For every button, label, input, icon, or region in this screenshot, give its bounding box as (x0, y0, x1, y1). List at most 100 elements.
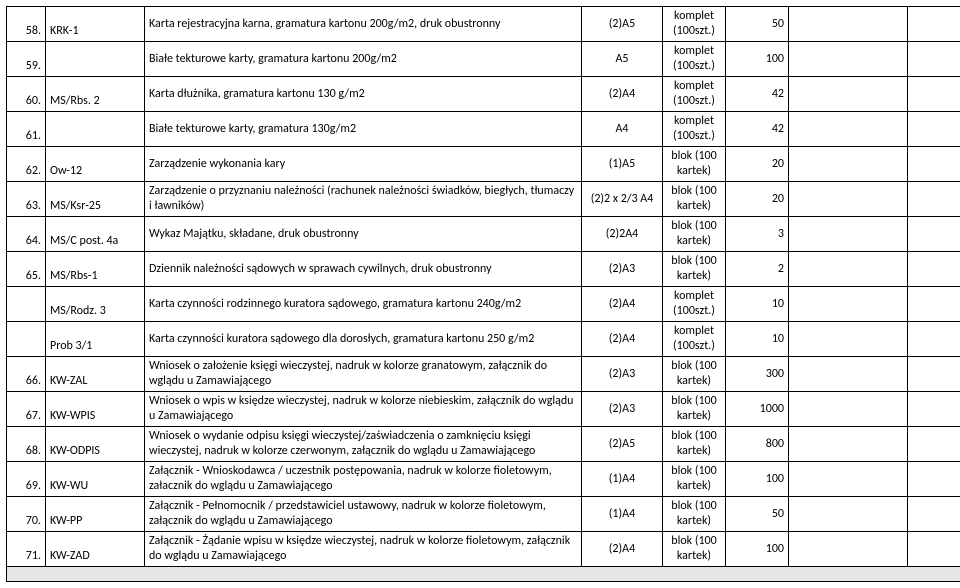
cell-code: KW-ZAD (46, 532, 145, 567)
cell-description: Białe tekturowe karty, gramatura kartonu… (145, 42, 582, 77)
cell-number: 71. (7, 532, 46, 567)
cell-unit: blok (100 kartek) (663, 147, 726, 182)
table-row: 63.MS/Ksr-25Zarządzenie o przyznaniu nal… (7, 182, 960, 217)
cell-quantity: 42 (726, 112, 789, 147)
cell-number: 58. (7, 7, 46, 42)
cell-code: KW-PP (46, 497, 145, 532)
table-row: MS/Rodz. 3Karta czynności rodzinnego kur… (7, 287, 960, 322)
cell-number: 60. (7, 77, 46, 112)
cell-code: Ow-12 (46, 147, 145, 182)
cell-description: Wykaz Majątku, składane, druk obustronny (145, 217, 582, 252)
cell-description: Białe tekturowe karty, gramatura 130g/m2 (145, 112, 582, 147)
table-row: 68.KW-ODPISWniosek o wydanie odpisu księ… (7, 427, 960, 462)
cell-number: 66. (7, 357, 46, 392)
cell-code: KRK-1 (46, 7, 145, 42)
cell-empty-1 (789, 77, 908, 112)
table-row: 59. Białe tekturowe karty, gramatura kart… (7, 42, 960, 77)
cell-unit: komplet (100szt.) (663, 7, 726, 42)
cell-description: Załącznik - Wnioskodawca / uczestnik pos… (145, 462, 582, 497)
cell-empty-2 (908, 357, 960, 392)
cell-quantity: 2 (726, 252, 789, 287)
cell-empty-2 (908, 77, 960, 112)
cell-description: Karta rejestracyjna karna, gramatura kar… (145, 7, 582, 42)
cell-code: KW-WU (46, 462, 145, 497)
cell-empty-1 (789, 7, 908, 42)
cell-format: (1)A5 (582, 147, 663, 182)
cell-number: 61. (7, 112, 46, 147)
cell-format: (1)A4 (582, 497, 663, 532)
table-row: 65.MS/Rbs-1Dziennik należności sądowych … (7, 252, 960, 287)
cell-format: (2)2A4 (582, 217, 663, 252)
cell-description: Załącznik - Pełnomocnik / przedstawiciel… (145, 497, 582, 532)
cell-number (7, 322, 46, 357)
document-table: 58.KRK-1Karta rejestracyjna karna, grama… (6, 6, 960, 582)
cell-empty-1 (789, 217, 908, 252)
cell-code: MS/C post. 4a (46, 217, 145, 252)
cell-empty-2 (908, 7, 960, 42)
cell-unit: komplet (100szt.) (663, 42, 726, 77)
cell-empty-1 (789, 427, 908, 462)
cell-empty-2 (908, 322, 960, 357)
cell-number: 69. (7, 462, 46, 497)
table-row: 60.MS/Rbs. 2Karta dłużnika, gramatura ka… (7, 77, 960, 112)
cell-format: (2)A5 (582, 427, 663, 462)
cell-number (7, 287, 46, 322)
table-row: 64.MS/C post. 4aWykaz Majątku, składane,… (7, 217, 960, 252)
cell-unit: blok (100 kartek) (663, 427, 726, 462)
cell-quantity: 50 (726, 7, 789, 42)
table-row: 66.KW-ZALWniosek o założenie księgi wiec… (7, 357, 960, 392)
table-row: 58.KRK-1Karta rejestracyjna karna, grama… (7, 7, 960, 42)
cell-number: 59. (7, 42, 46, 77)
cell-quantity: 20 (726, 147, 789, 182)
table-row: 69.KW-WUZałącznik - Wnioskodawca / uczes… (7, 462, 960, 497)
cell-format: (2)A3 (582, 392, 663, 427)
cell-format: (1)A4 (582, 462, 663, 497)
cell-quantity: 50 (726, 497, 789, 532)
cell-quantity: 100 (726, 462, 789, 497)
table-row: 70.KW-PPZałącznik - Pełnomocnik / przeds… (7, 497, 960, 532)
cell-empty-2 (908, 427, 960, 462)
cell-empty-1 (789, 322, 908, 357)
cell-description: Wniosek o założenie księgi wieczystej, n… (145, 357, 582, 392)
cell-unit: blok (100 kartek) (663, 357, 726, 392)
cell-quantity: 300 (726, 357, 789, 392)
cell-format: (2)2 x 2/3 A4 (582, 182, 663, 217)
cell-description: Załącznik - Żądanie wpisu w księdze wiec… (145, 532, 582, 567)
cell-format: (2)A4 (582, 77, 663, 112)
cell-code (46, 42, 145, 77)
cell-empty-2 (908, 462, 960, 497)
cell-empty-1 (789, 497, 908, 532)
cell-description: Dziennik należności sądowych w sprawach … (145, 252, 582, 287)
cell-unit: blok (100 kartek) (663, 392, 726, 427)
cell-quantity: 3 (726, 217, 789, 252)
cell-description: Karta czynności rodzinnego kuratora sądo… (145, 287, 582, 322)
cell-quantity: 20 (726, 182, 789, 217)
cell-number: 68. (7, 427, 46, 462)
cell-empty-2 (908, 217, 960, 252)
cell-quantity: 10 (726, 287, 789, 322)
cell-code: Prob 3/1 (46, 322, 145, 357)
table-row: 67.KW-WPISWniosek o wpis w księdze wiecz… (7, 392, 960, 427)
cell-unit: blok (100 kartek) (663, 462, 726, 497)
cell-code: MS/Rbs. 2 (46, 77, 145, 112)
cell-code: MS/Ksr-25 (46, 182, 145, 217)
cell-empty-1 (789, 392, 908, 427)
cell-code: MS/Rodz. 3 (46, 287, 145, 322)
cell-empty-1 (789, 112, 908, 147)
footer-cell (7, 567, 960, 582)
cell-description: Karta dłużnika, gramatura kartonu 130 g/… (145, 77, 582, 112)
cell-description: Wniosek o wydanie odpisu księgi wieczyst… (145, 427, 582, 462)
cell-empty-2 (908, 182, 960, 217)
cell-unit: blok (100 kartek) (663, 497, 726, 532)
cell-format: A5 (582, 42, 663, 77)
cell-empty-2 (908, 392, 960, 427)
cell-unit: blok (100 kartek) (663, 252, 726, 287)
cell-number: 62. (7, 147, 46, 182)
cell-description: Karta czynności kuratora sądowego dla do… (145, 322, 582, 357)
cell-empty-2 (908, 252, 960, 287)
cell-format: (2)A3 (582, 357, 663, 392)
footer-row (7, 567, 960, 582)
cell-format: (2)A4 (582, 322, 663, 357)
cell-empty-2 (908, 532, 960, 567)
table-row: 71.KW-ZADZałącznik - Żądanie wpisu w ksi… (7, 532, 960, 567)
